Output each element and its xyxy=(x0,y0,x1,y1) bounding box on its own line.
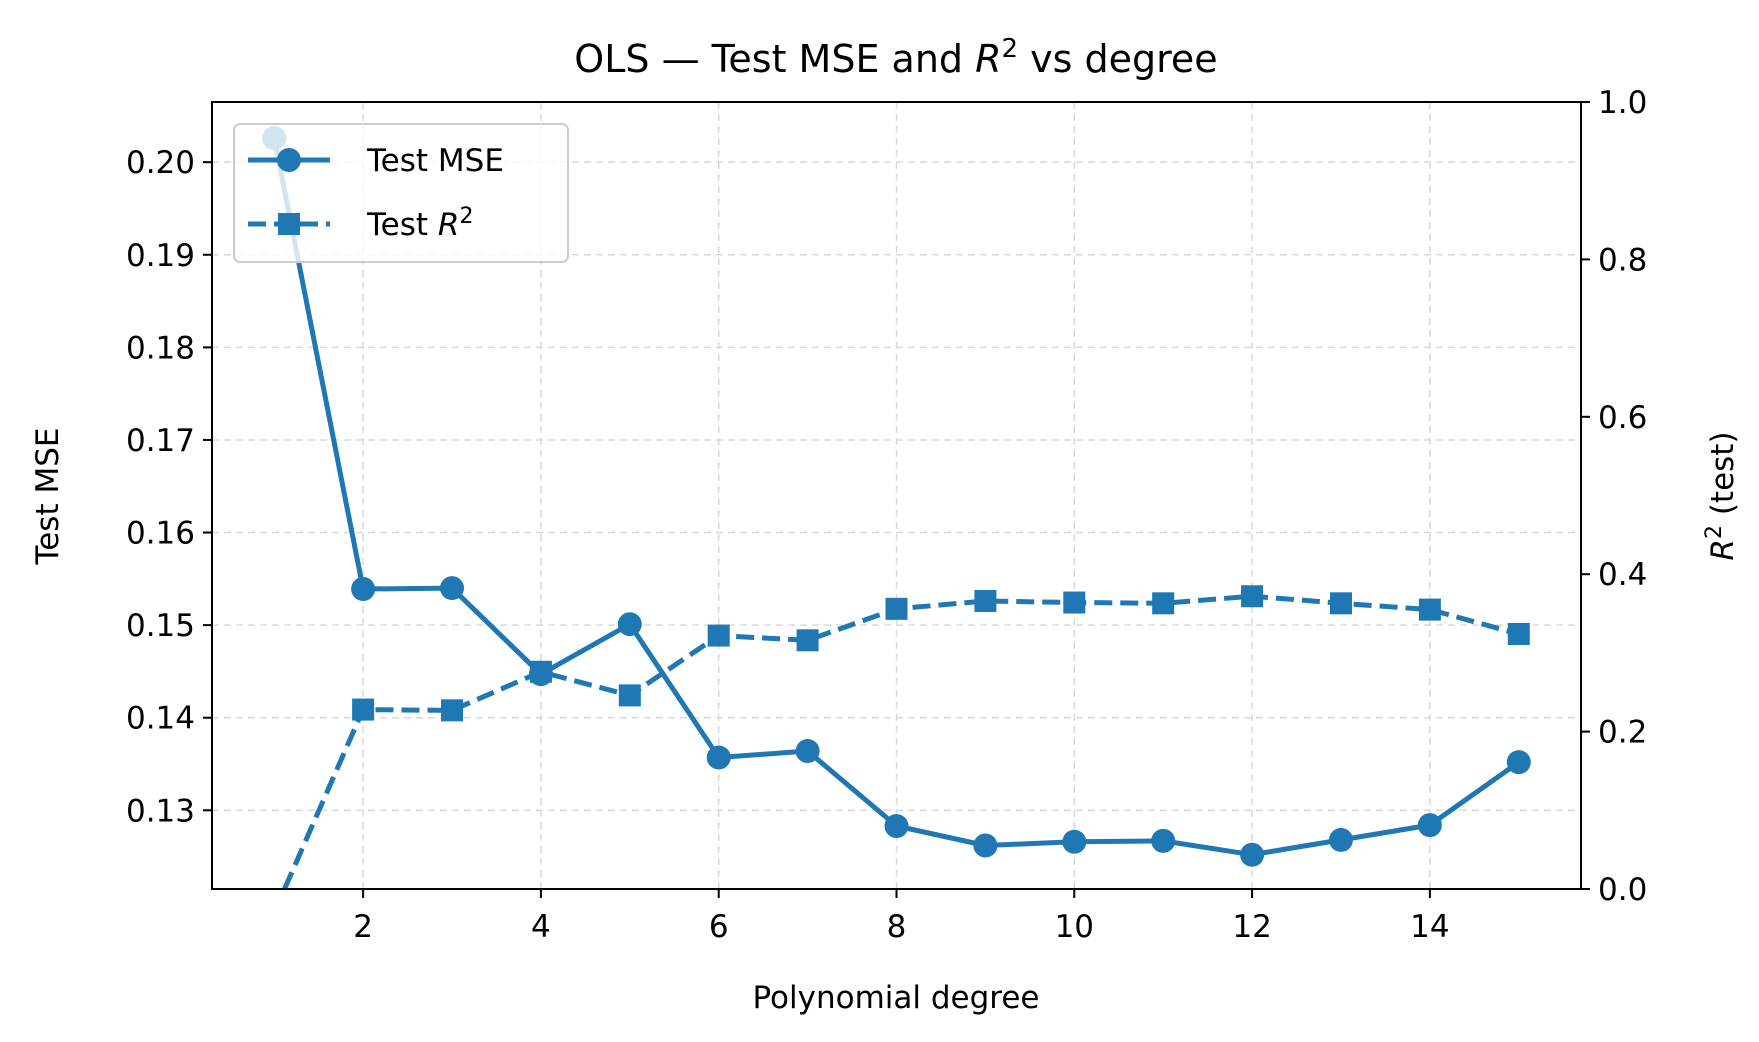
data-point-test-mse xyxy=(528,662,553,687)
x-tick-label: 14 xyxy=(1410,909,1449,945)
y-left-tick-label: 0.14 xyxy=(126,701,195,737)
data-point-test-mse xyxy=(1151,828,1176,853)
y-axis-left-label: Test MSE xyxy=(30,428,66,566)
data-point-test-mse xyxy=(1506,750,1531,775)
legend-label-r2: Test R2 xyxy=(366,204,473,244)
data-point-test-mse xyxy=(1062,829,1087,854)
data-point-test-r2 xyxy=(885,597,908,620)
data-point-test-mse xyxy=(1240,842,1265,867)
x-tick-label: 4 xyxy=(531,909,551,945)
y-right-tick-label: 0.4 xyxy=(1598,557,1647,593)
data-point-test-r2 xyxy=(1063,591,1086,614)
x-tick-label: 2 xyxy=(353,909,373,945)
series-layer xyxy=(262,126,1531,889)
y-left-tick-label: 0.19 xyxy=(126,238,195,274)
data-point-test-r2 xyxy=(1329,592,1352,615)
data-point-test-r2 xyxy=(707,624,730,647)
y-axis-right: 0.0 0.2 0.4 0.6 0.8 1.0 xyxy=(1581,85,1647,908)
legend: Test MSE Test R2 xyxy=(233,123,569,263)
data-point-test-r2 xyxy=(618,684,641,707)
data-point-test-r2 xyxy=(1507,623,1530,646)
data-point-test-r2 xyxy=(1152,592,1175,615)
data-point-test-mse xyxy=(795,739,820,764)
y-axis-left: 0.13 0.14 0.15 0.16 0.17 0.18 0.19 0.20 xyxy=(126,145,212,829)
y-left-tick-label: 0.20 xyxy=(126,145,195,181)
x-tick-label: 12 xyxy=(1232,909,1271,945)
data-point-test-r2 xyxy=(974,589,997,612)
data-point-test-r2 xyxy=(1418,598,1441,621)
x-axis-label: Polynomial degree xyxy=(752,980,1039,1016)
y-left-tick-label: 0.16 xyxy=(126,516,195,552)
y-left-tick-label: 0.18 xyxy=(126,330,195,366)
x-tick-label: 6 xyxy=(709,909,729,945)
y-left-tick-label: 0.15 xyxy=(126,608,195,644)
x-axis: 2 4 6 8 10 12 14 xyxy=(353,889,1450,945)
y-left-tick-label: 0.17 xyxy=(126,423,195,459)
legend-label-mse: Test MSE xyxy=(366,143,504,179)
data-point-test-mse xyxy=(440,576,465,601)
y-axis-right-label: R2 (test) xyxy=(1702,431,1742,560)
data-point-test-mse xyxy=(973,833,998,858)
y-right-tick-label: 0.6 xyxy=(1598,400,1647,436)
data-point-test-r2 xyxy=(796,629,819,652)
y-left-tick-label: 0.13 xyxy=(126,793,195,829)
data-point-test-mse xyxy=(617,612,642,637)
x-tick-label: 10 xyxy=(1055,909,1094,945)
y-right-tick-label: 0.8 xyxy=(1598,242,1647,278)
data-point-test-mse xyxy=(884,814,909,839)
y-right-tick-label: 0.2 xyxy=(1598,715,1647,751)
chart-title: OLS — Test MSE and R2 vs degree xyxy=(574,34,1217,81)
data-point-test-r2 xyxy=(1241,585,1264,608)
legend-marker-mse xyxy=(277,148,301,172)
data-point-test-mse xyxy=(706,745,731,770)
data-point-test-r2 xyxy=(352,698,375,721)
y-right-tick-label: 0.0 xyxy=(1598,872,1647,908)
y-right-tick-label: 1.0 xyxy=(1598,85,1647,121)
data-point-test-mse xyxy=(1417,813,1442,838)
x-tick-label: 8 xyxy=(887,909,907,945)
data-point-test-mse xyxy=(1328,827,1353,852)
data-point-test-r2 xyxy=(441,699,464,722)
data-point-test-mse xyxy=(351,577,376,602)
legend-marker-r2 xyxy=(278,213,300,235)
